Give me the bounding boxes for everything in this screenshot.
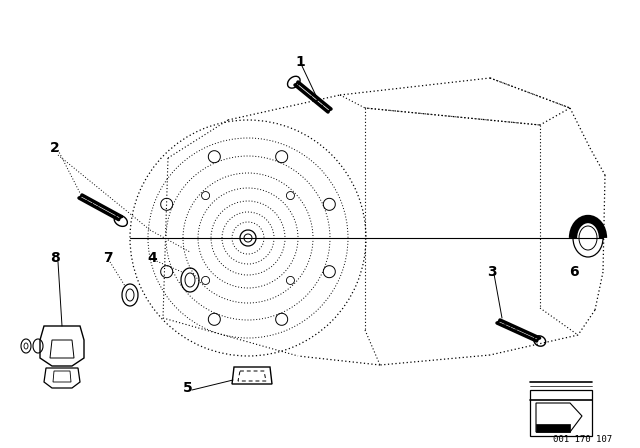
Text: 7: 7 xyxy=(103,251,113,265)
Text: 5: 5 xyxy=(183,381,193,395)
Text: 6: 6 xyxy=(569,265,579,279)
Polygon shape xyxy=(536,424,570,432)
Text: 4: 4 xyxy=(147,251,157,265)
Text: 8: 8 xyxy=(50,251,60,265)
Text: 1: 1 xyxy=(295,55,305,69)
Text: 2: 2 xyxy=(50,141,60,155)
Text: 3: 3 xyxy=(487,265,497,279)
Text: 001 170 107: 001 170 107 xyxy=(554,435,612,444)
